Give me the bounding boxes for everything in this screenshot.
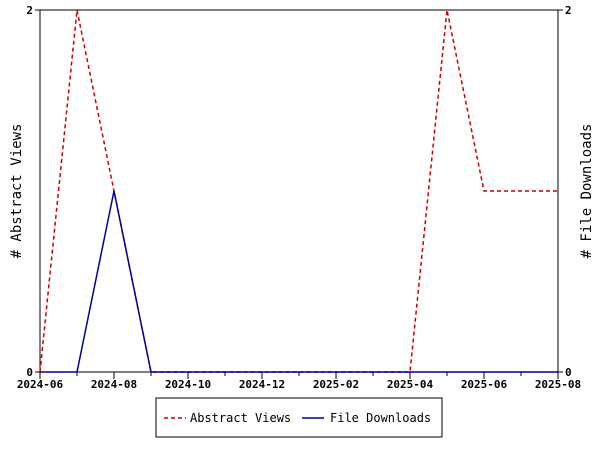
x-tick-label: 2024-10 bbox=[165, 378, 211, 391]
plot-frame bbox=[39, 9, 559, 373]
x-tick-label: 2024-12 bbox=[239, 378, 285, 391]
y-left-tick-label: 2 bbox=[26, 4, 33, 17]
y-right-tick-label: 2 bbox=[565, 4, 572, 17]
legend-label-file-downloads: File Downloads bbox=[330, 411, 431, 425]
x-tick-label: 2025-04 bbox=[387, 378, 434, 391]
y-axis-left-title: # Abstract Views bbox=[9, 124, 25, 259]
legend-label-abstract-views: Abstract Views bbox=[190, 411, 291, 425]
y-right-tick-label: 0 bbox=[565, 366, 572, 379]
x-tick-label: 2025-08 bbox=[535, 378, 581, 391]
plot-area bbox=[39, 9, 559, 373]
x-tick-label: 2024-06 bbox=[17, 378, 64, 391]
axis-layer: 2024-06 2024-08 2024-10 2024-12 2025-02 2025-… bbox=[17, 4, 581, 391]
x-tick-label: 2024-08 bbox=[91, 378, 137, 391]
x-tick-label: 2025-06 bbox=[461, 378, 508, 391]
y-left-tick-label: 0 bbox=[26, 366, 33, 379]
legend: Abstract Views File Downloads bbox=[155, 397, 443, 438]
y-axis-right-title: # File Downloads bbox=[579, 124, 595, 259]
legend-box bbox=[155, 397, 443, 438]
x-tick-label: 2025-02 bbox=[313, 378, 359, 391]
